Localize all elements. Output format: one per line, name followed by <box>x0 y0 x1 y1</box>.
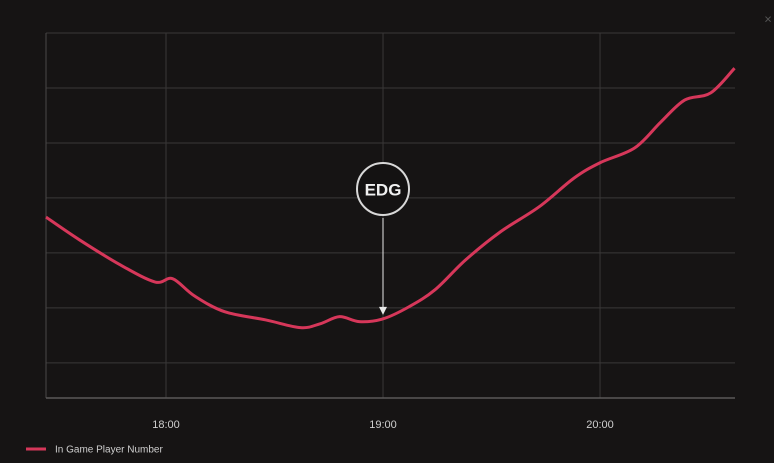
annotation-badge <box>356 162 411 216</box>
annotation-arrowhead <box>379 306 388 315</box>
x-tick-label: 18:00 <box>152 419 180 431</box>
x-tick-label: 19:00 <box>369 419 397 431</box>
data-line <box>45 67 736 330</box>
legend-label: In Game Player Number <box>55 445 163 456</box>
close-icon[interactable]: × <box>764 11 772 26</box>
x-tick-label: 20:00 <box>586 419 614 431</box>
annotation-text: EDG <box>365 180 402 199</box>
